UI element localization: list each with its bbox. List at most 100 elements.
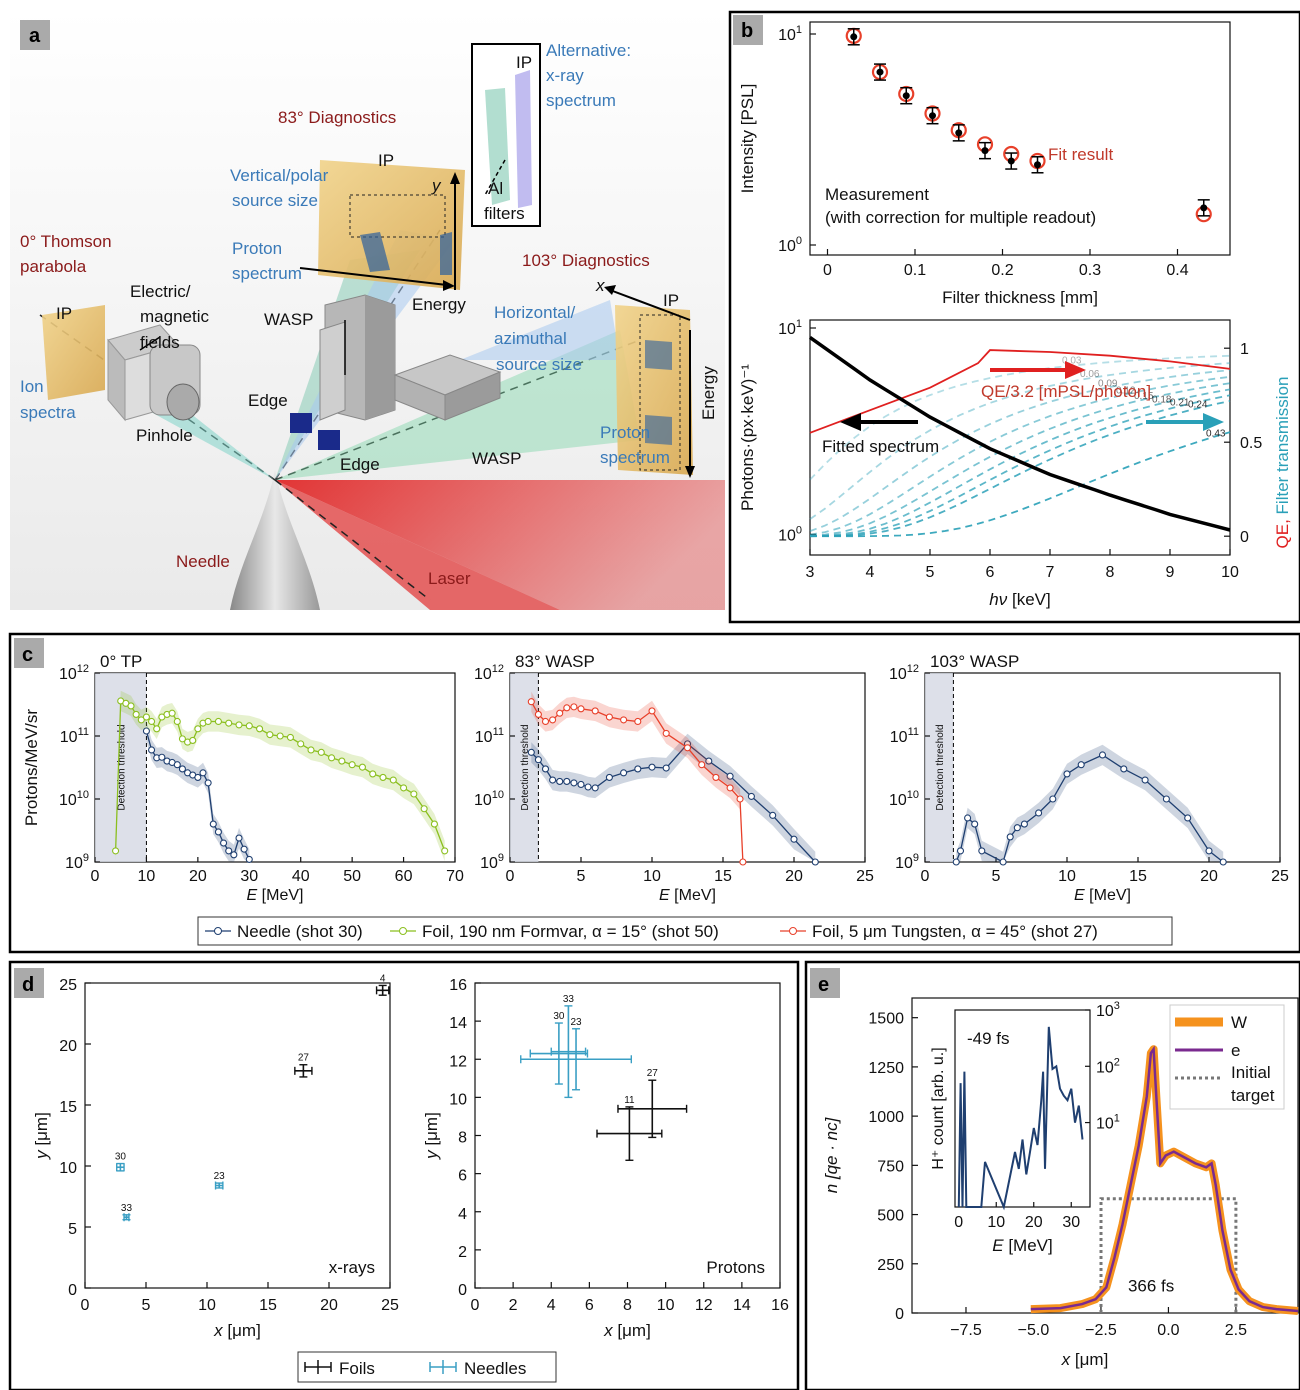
label-horiz-3: source size (496, 355, 582, 374)
series-point (1162, 795, 1170, 803)
filter-thickness-label: 0.09 (1098, 378, 1118, 389)
e-line (1030, 1045, 1299, 1313)
label-thomson-1: 0° Thomson (20, 232, 112, 251)
series-point (534, 710, 542, 718)
x-tick-label: 14 (733, 1297, 751, 1314)
series-point (153, 725, 161, 733)
x-axis-label: x [μm] (603, 1321, 651, 1340)
point-label: 23 (214, 1171, 226, 1182)
edge-block-1 (290, 413, 312, 433)
x-tick-label: −2.5 (1085, 1322, 1117, 1339)
series-point (220, 839, 228, 847)
annotation-fitted-spectrum: Fitted spectrum (822, 437, 939, 456)
x-tick-label: 0.3 (1079, 262, 1101, 279)
annotation-qe: QE/3.2 [mPSL/photon] (981, 382, 1151, 401)
y-tick-label-left: 101 (778, 318, 802, 338)
label-horiz-1: Horizontal/ (494, 303, 576, 322)
y-tick-label: 6 (458, 1168, 467, 1185)
series-point (1020, 820, 1028, 828)
legend-label: Needle (shot 30) (237, 922, 363, 941)
series-point (317, 748, 325, 756)
series-point (142, 713, 150, 721)
x-axis-label: Filter thickness [mm] (942, 288, 1098, 307)
y-tick-label: 16 (449, 977, 467, 994)
label-proton-right-2: spectrum (600, 448, 670, 467)
y-tick-label: 2 (458, 1244, 467, 1261)
plot-frame (94, 672, 456, 863)
series-point (971, 820, 979, 828)
x-tick-label: −5.0 (1018, 1322, 1050, 1339)
x-tick-label: 6 (585, 1297, 594, 1314)
series-line (955, 754, 1224, 863)
x-tick-label: 2.5 (1225, 1322, 1247, 1339)
legend-label: Foils (339, 1359, 375, 1378)
series-point (204, 779, 212, 787)
y-tick-label: 5 (68, 1221, 77, 1238)
x-tick-label: 4 (866, 564, 875, 581)
series-point (648, 707, 656, 715)
y-axis-label: y [μm] (32, 1112, 51, 1160)
series-point (142, 727, 150, 735)
y-tick-label: 1000 (868, 1109, 904, 1126)
x-tick-label: 0 (81, 1297, 90, 1314)
series-point (225, 847, 233, 855)
x-tick-label: 10 (1058, 868, 1076, 885)
detection-threshold-label: Detection threshold (520, 724, 531, 810)
corner-label: x-rays (329, 1258, 375, 1277)
legend-label: target (1231, 1086, 1275, 1105)
series-point (132, 710, 140, 718)
series-point (1205, 847, 1213, 855)
x-tick-label: 9 (1166, 564, 1175, 581)
series-point (999, 858, 1007, 866)
x-tick-label: 20 (785, 868, 803, 885)
inset-x-axis-label: E [MeV] (992, 1236, 1052, 1255)
initial-target-line (1099, 1197, 1238, 1313)
label-wasp-bottom: WASP (472, 449, 521, 468)
label-proton-top-1: Proton (232, 239, 282, 258)
x-tick-label: 7 (1046, 564, 1055, 581)
x-tick-label: 0.1 (904, 262, 926, 279)
series-point (307, 746, 315, 754)
y-tick-label: 25 (59, 977, 77, 994)
plot-frame (84, 982, 391, 1289)
label-ip-top: IP (378, 151, 394, 170)
series-point (549, 776, 557, 784)
panel-c-label: c (22, 644, 33, 666)
label-edge-1: Edge (248, 391, 288, 410)
x-tick-label: 0 (823, 262, 832, 279)
series-point (541, 765, 550, 773)
series-point (400, 784, 408, 792)
series-point (739, 858, 747, 866)
series-point (348, 761, 356, 769)
y-axis-label: Photons·(px·keV)⁻¹ (738, 364, 757, 511)
series-point (591, 707, 599, 715)
series-point (1120, 765, 1128, 773)
x-tick-label: 40 (292, 868, 310, 885)
measurement-point (929, 112, 936, 120)
series-point (168, 709, 176, 717)
y-tick-label: 1011 (475, 726, 504, 746)
laser-beam (275, 480, 725, 610)
legend-marker (789, 927, 797, 935)
point-label: 30 (553, 1011, 565, 1022)
y-tick-label: 0 (458, 1282, 467, 1299)
series-point (1013, 824, 1021, 832)
filter-arrowhead (1203, 413, 1224, 431)
label-proton-right-1: Proton (600, 423, 650, 442)
legend-label: Initial (1231, 1063, 1271, 1082)
label-al-1: Al (488, 179, 503, 198)
measurement-point (850, 33, 858, 41)
y-tick-label: 101 (778, 24, 802, 44)
series-point (1219, 858, 1227, 866)
qe-arrowhead (1065, 361, 1086, 379)
series-point (328, 754, 336, 762)
chart-title: 0° TP (100, 652, 142, 671)
series-point (563, 777, 571, 785)
y-tick-label: 500 (877, 1208, 904, 1225)
label-energy-right: Energy (699, 366, 718, 420)
filter-thickness-label: 0.24 (1188, 400, 1208, 411)
measurement-point (1007, 157, 1015, 165)
legend-c: Needle (shot 30) Foil, 190 nm Formvar, α … (197, 916, 1173, 946)
series-point (605, 713, 613, 721)
y-tick-label: 0 (895, 1306, 904, 1323)
